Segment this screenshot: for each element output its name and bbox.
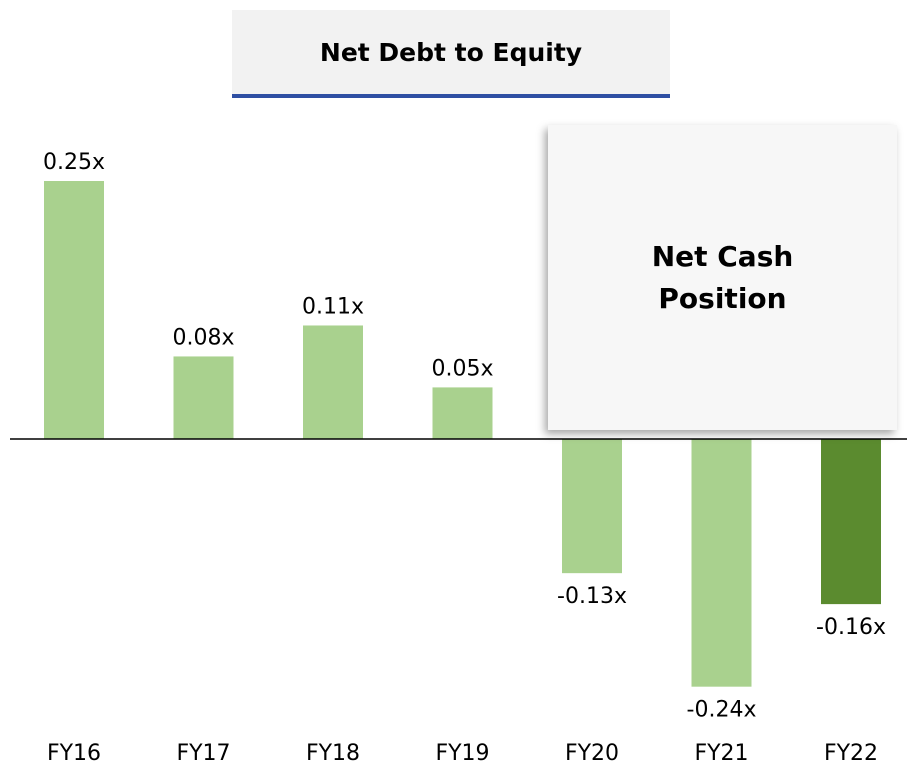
bar bbox=[173, 356, 234, 439]
value-label: -0.16x bbox=[816, 615, 886, 640]
chart-title: Net Debt to Equity bbox=[232, 10, 670, 98]
x-tick-label: FY22 bbox=[824, 741, 878, 766]
x-tick-label: FY16 bbox=[47, 741, 101, 766]
value-label: 0.11x bbox=[302, 294, 364, 319]
x-tick-label: FY20 bbox=[565, 741, 619, 766]
x-tick-label: FY18 bbox=[306, 741, 360, 766]
value-label: -0.24x bbox=[687, 698, 757, 723]
bar bbox=[303, 325, 363, 439]
x-tick-label: FY17 bbox=[176, 741, 230, 766]
bar bbox=[562, 439, 622, 574]
bar bbox=[691, 439, 752, 687]
value-label: 0.08x bbox=[172, 325, 234, 350]
x-tick-label: FY19 bbox=[435, 741, 489, 766]
value-label: 0.25x bbox=[43, 150, 105, 175]
x-tick-label: FY21 bbox=[694, 741, 748, 766]
value-label: 0.05x bbox=[431, 356, 493, 381]
annotation: Net Cash Position bbox=[548, 125, 897, 430]
value-label: -0.13x bbox=[557, 584, 627, 609]
bar bbox=[821, 439, 881, 605]
bar bbox=[44, 181, 104, 439]
bar bbox=[432, 387, 493, 439]
